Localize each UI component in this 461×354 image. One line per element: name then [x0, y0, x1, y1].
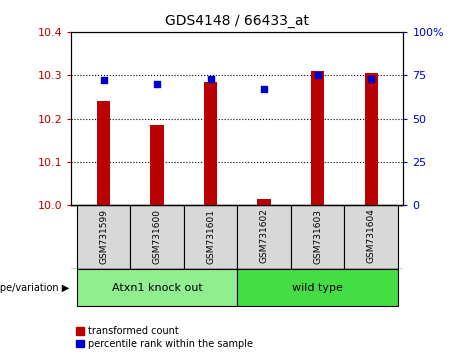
Text: GSM731601: GSM731601	[206, 209, 215, 263]
Text: GSM731602: GSM731602	[260, 209, 269, 263]
Bar	[77, 205, 130, 269]
Text: GSM731603: GSM731603	[313, 209, 322, 263]
Bar	[291, 205, 344, 269]
Text: GSM731599: GSM731599	[99, 209, 108, 263]
Bar	[344, 205, 398, 269]
Bar	[365, 73, 378, 205]
Bar	[184, 205, 237, 269]
Text: GSM731600: GSM731600	[153, 209, 162, 263]
Bar	[237, 205, 291, 269]
Text: Atxn1 knock out: Atxn1 knock out	[112, 282, 202, 293]
Bar	[258, 199, 271, 205]
Point	[154, 81, 161, 87]
Text: wild type: wild type	[292, 282, 343, 293]
Legend: transformed count, percentile rank within the sample: transformed count, percentile rank withi…	[77, 326, 253, 349]
Title: GDS4148 / 66433_at: GDS4148 / 66433_at	[165, 14, 309, 28]
Bar	[237, 269, 398, 306]
Text: genotype/variation ▶: genotype/variation ▶	[0, 282, 69, 293]
Bar	[130, 205, 184, 269]
Point	[207, 76, 214, 81]
Bar	[97, 101, 110, 205]
Point	[314, 72, 321, 78]
Point	[367, 76, 375, 81]
Bar	[77, 269, 237, 306]
Bar	[150, 125, 164, 205]
Bar	[311, 71, 325, 205]
Text: GSM731604: GSM731604	[367, 209, 376, 263]
Point	[100, 78, 107, 83]
Point	[260, 86, 268, 92]
Bar	[204, 82, 217, 205]
